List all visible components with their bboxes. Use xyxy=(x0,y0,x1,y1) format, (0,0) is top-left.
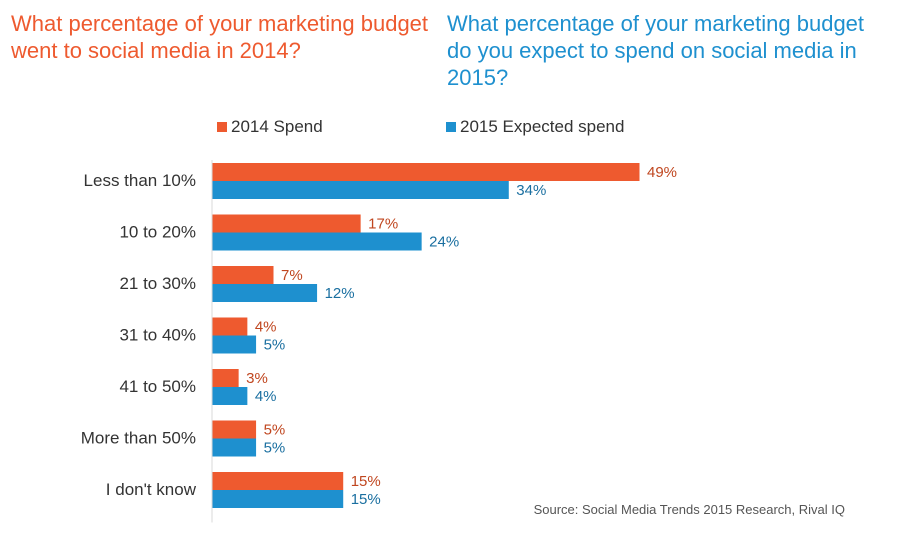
value-label-2015: 24% xyxy=(429,234,459,251)
value-label-2014: 3% xyxy=(246,370,268,387)
value-label-2014: 4% xyxy=(255,319,277,336)
value-label-2014: 5% xyxy=(264,422,286,439)
category-label: More than 50% xyxy=(81,429,196,448)
legend-label-2014: 2014 Spend xyxy=(231,117,323,136)
legend-swatch-2014 xyxy=(217,122,227,132)
source-note: Source: Social Media Trends 2015 Researc… xyxy=(533,502,845,517)
chart-title-2014: What percentage of your marketing budget… xyxy=(11,11,429,63)
bar-2014 xyxy=(212,163,640,181)
value-label-2015: 12% xyxy=(325,285,355,302)
value-label-2015: 5% xyxy=(264,440,286,457)
bar-2014 xyxy=(212,214,361,233)
bar-2015 xyxy=(212,181,509,199)
bar-2014 xyxy=(212,472,344,490)
bar-2015 xyxy=(212,438,257,457)
legend-item-2015: 2015 Expected spend xyxy=(446,117,624,137)
bar-2015 xyxy=(212,284,318,302)
legend-item-2014: 2014 Spend xyxy=(217,117,323,137)
bar-2015 xyxy=(212,387,248,405)
value-label-2015: 34% xyxy=(516,182,546,199)
bar-2015 xyxy=(212,232,422,251)
bar-2015 xyxy=(212,335,257,354)
value-label-2015: 15% xyxy=(351,491,381,508)
category-label: 21 to 30% xyxy=(119,274,196,293)
legend-label-2015: 2015 Expected spend xyxy=(460,117,625,136)
value-label-2014: 49% xyxy=(647,164,677,181)
category-label: Less than 10% xyxy=(84,171,196,190)
value-label-2015: 4% xyxy=(255,388,277,405)
value-label-2014: 7% xyxy=(281,267,303,284)
category-label: 31 to 40% xyxy=(119,326,196,345)
value-label-2015: 5% xyxy=(264,337,286,354)
legend-swatch-2015 xyxy=(446,122,456,132)
category-label: 10 to 20% xyxy=(119,223,196,242)
bar-2015 xyxy=(212,490,344,508)
category-label: I don't know xyxy=(106,480,197,499)
bar-2014 xyxy=(212,420,257,439)
value-label-2014: 15% xyxy=(351,473,381,490)
bar-2014 xyxy=(212,317,248,336)
bar-2014 xyxy=(212,266,274,284)
value-label-2014: 17% xyxy=(368,216,398,233)
chart-title-2015: What percentage of your marketing budget… xyxy=(447,11,865,90)
bar-2014 xyxy=(212,369,239,387)
category-label: 41 to 50% xyxy=(119,377,196,396)
